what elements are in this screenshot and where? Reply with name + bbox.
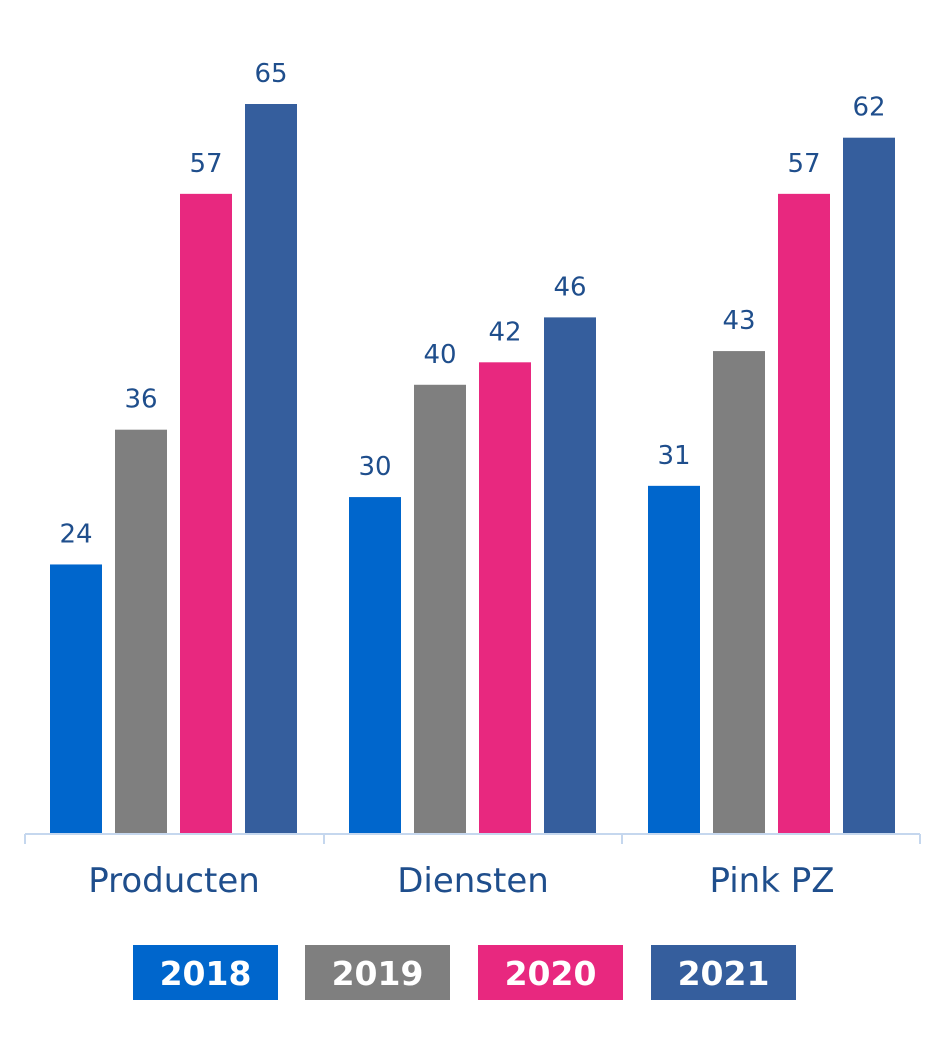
legend-swatch [651,945,796,1000]
legend-label: 2019 [332,954,424,993]
bar-diensten-2021 [544,317,596,834]
bar-producten-2019 [115,429,167,834]
bar-producten-2018 [50,564,102,834]
data-label: 57 [787,149,820,179]
category-label: Producten [88,861,260,901]
bars-group: 24 36 57 65 30 40 42 46 31 43 57 62 [50,59,895,834]
data-label: 62 [852,93,885,123]
legend-item-2020: 2020 [478,945,623,1000]
legend-swatch [478,945,623,1000]
legend-label: 2020 [505,954,597,993]
data-label: 57 [189,149,222,179]
data-label: 43 [722,306,755,336]
legend-label: 2018 [160,954,252,993]
legend-swatch [133,945,278,1000]
category-label: Diensten [397,861,549,901]
data-label: 40 [423,340,456,370]
x-axis [24,833,921,844]
data-label: 24 [59,519,92,549]
category-label: Pink PZ [709,861,834,901]
data-label: 42 [488,317,521,347]
data-label: 36 [124,385,157,415]
legend-swatch [305,945,450,1000]
data-label: 30 [358,452,391,482]
bar-pink-pz-2019 [713,351,765,834]
bar-pink-pz-2020 [778,193,830,834]
bar-diensten-2020 [479,362,531,834]
data-label: 31 [657,441,690,471]
legend-label: 2021 [678,954,770,993]
category-labels: Producten Diensten Pink PZ [88,861,834,901]
bar-diensten-2019 [414,384,466,834]
data-label: 46 [553,272,586,302]
bar-diensten-2018 [349,497,401,834]
bar-pink-pz-2018 [648,485,700,834]
legend-item-2018: 2018 [133,945,278,1000]
data-label: 65 [254,59,287,89]
bar-pink-pz-2021 [843,137,895,834]
bar-producten-2020 [180,193,232,834]
legend-item-2021: 2021 [651,945,796,1000]
bar-producten-2021 [245,104,297,834]
legend-item-2019: 2019 [305,945,450,1000]
legend: 2018 2019 2020 2021 [133,945,796,1000]
